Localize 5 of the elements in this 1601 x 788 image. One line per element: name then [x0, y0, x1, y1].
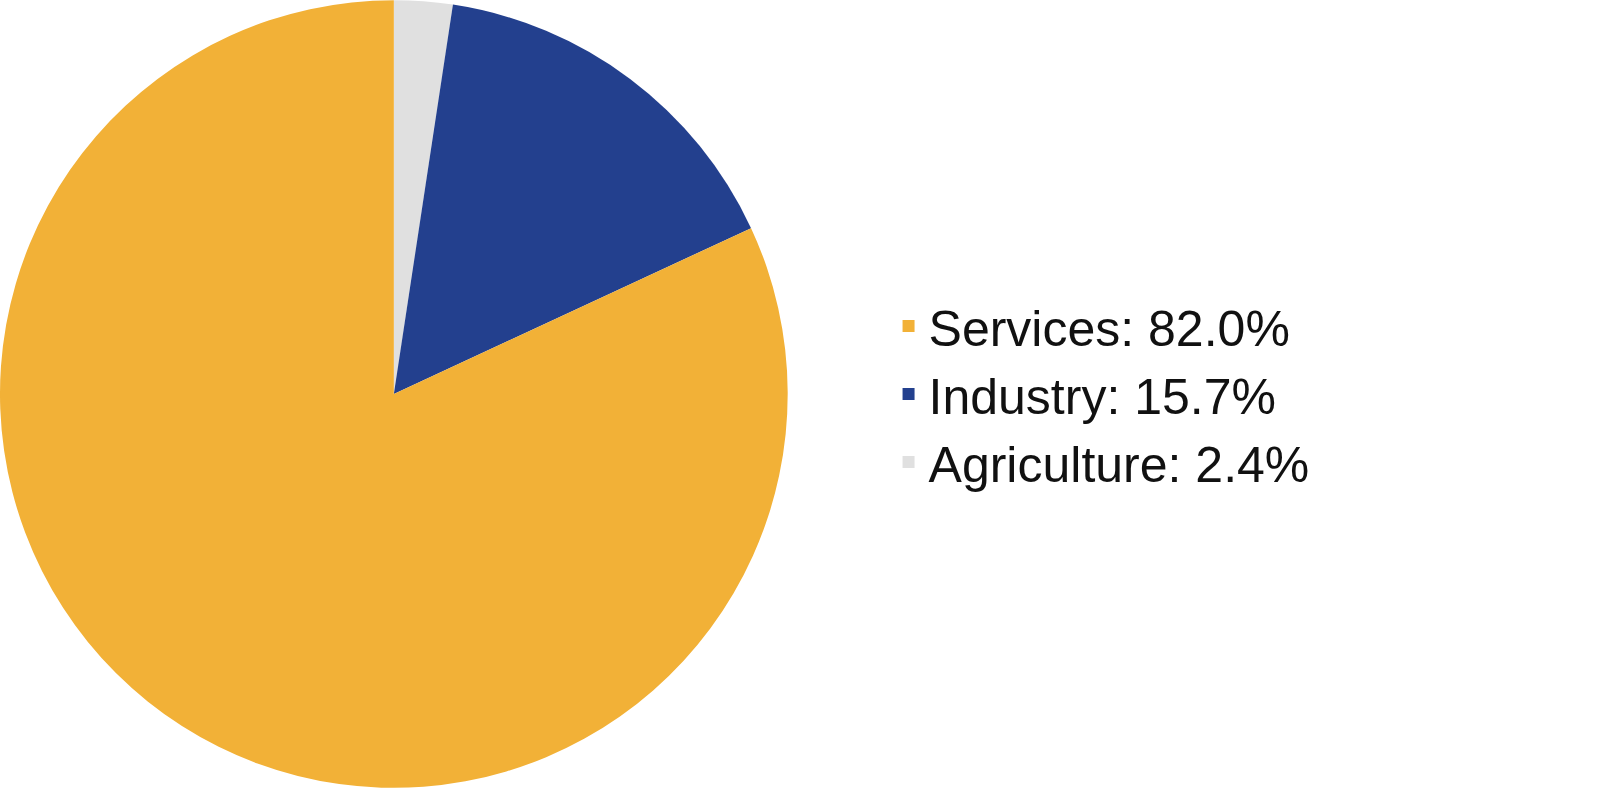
pie-slice: [0, 0, 788, 788]
legend-label: Agriculture: 2.4%: [928, 436, 1310, 493]
legend-label: Services: 82.0%: [928, 300, 1290, 357]
legend-label: Industry: 15.7%: [928, 368, 1276, 425]
pie-slice: [393, 4, 752, 394]
